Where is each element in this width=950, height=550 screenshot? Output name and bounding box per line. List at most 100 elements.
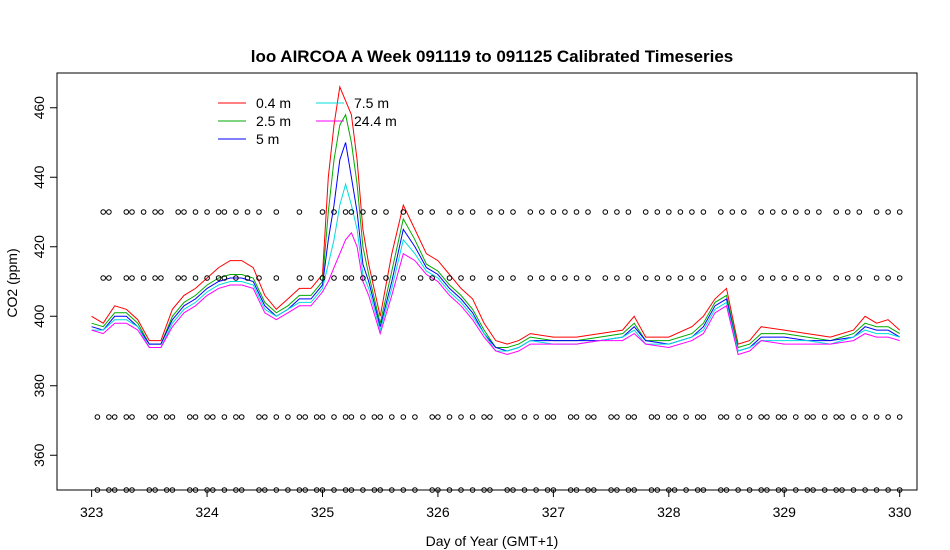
marker-point — [152, 414, 158, 420]
marker-point — [233, 414, 239, 420]
marker-point — [158, 209, 164, 215]
marker-point — [862, 414, 868, 420]
marker-point — [429, 209, 436, 215]
marker-point — [129, 414, 135, 420]
marker-point — [544, 414, 551, 420]
x-tick-label: 330 — [888, 504, 912, 520]
marker-point — [521, 414, 528, 420]
marker-point — [625, 209, 632, 215]
marker-point — [342, 275, 349, 281]
marker-point — [718, 414, 724, 420]
marker-point — [238, 414, 245, 420]
marker-point — [804, 414, 811, 420]
series-layer — [91, 85, 901, 356]
x-tick-label: 327 — [542, 504, 566, 520]
marker-point — [723, 414, 730, 420]
marker-point — [417, 275, 424, 281]
marker-point — [700, 209, 707, 215]
marker-point — [567, 414, 574, 420]
marker-point — [856, 209, 863, 215]
x-tick-label: 323 — [80, 504, 104, 520]
marker-point — [729, 275, 736, 281]
marker-point — [527, 275, 534, 281]
y-tick-label: 400 — [31, 304, 47, 328]
marker-point — [896, 414, 903, 420]
marker-point — [700, 275, 707, 281]
marker-point — [106, 414, 112, 420]
marker-point — [481, 414, 487, 420]
marker-point — [487, 209, 493, 215]
marker-point — [360, 414, 366, 420]
marker-point — [614, 275, 620, 281]
x-axis: 323 324 325 326 327 328 329 330 — [80, 489, 912, 520]
x-tick-label: 329 — [773, 504, 797, 520]
marker-point — [614, 209, 620, 215]
marker-point — [458, 414, 464, 420]
marker-point — [256, 275, 262, 281]
marker-point — [204, 275, 210, 281]
marker-point — [758, 275, 765, 281]
marker-point — [735, 414, 741, 420]
marker-point — [689, 209, 695, 215]
marker-point — [187, 414, 193, 420]
marker-point — [781, 275, 788, 281]
y-tick-label: 380 — [31, 374, 47, 398]
marker-point — [273, 209, 280, 215]
marker-point — [446, 209, 453, 215]
marker-point — [677, 275, 684, 281]
marker-point — [781, 209, 788, 215]
marker-point — [446, 414, 453, 420]
marker-point — [769, 275, 776, 281]
legend-label: 5 m — [256, 131, 279, 147]
marker-point — [233, 275, 239, 281]
y-tick-label: 420 — [31, 235, 47, 259]
marker-point — [342, 414, 349, 420]
marker-point — [273, 414, 280, 420]
marker-point — [192, 209, 199, 215]
marker-point — [313, 414, 320, 420]
x-axis-label: Day of Year (GMT+1) — [426, 533, 559, 549]
marker-point — [741, 209, 747, 215]
marker-point — [111, 414, 118, 420]
marker-point — [625, 414, 632, 420]
marker-point — [273, 275, 280, 281]
marker-point — [793, 275, 799, 281]
marker-point — [458, 209, 464, 215]
marker-point — [140, 275, 147, 281]
marker-point — [793, 414, 799, 420]
marker-point — [694, 414, 701, 420]
marker-point — [677, 209, 684, 215]
marker-point — [504, 414, 511, 420]
marker-point — [666, 275, 672, 281]
marker-point — [550, 414, 557, 420]
marker-point — [106, 275, 112, 281]
marker-point — [498, 275, 505, 281]
marker-point — [383, 275, 389, 281]
marker-point — [654, 209, 661, 215]
marker-point — [533, 414, 539, 420]
marker-point — [371, 275, 378, 281]
marker-point — [729, 209, 736, 215]
marker-point — [764, 414, 770, 420]
marker-point — [562, 275, 568, 281]
marker-point — [400, 275, 407, 281]
marker-point — [469, 209, 476, 215]
marker-point — [758, 209, 765, 215]
marker-point — [700, 414, 707, 420]
x-tick-label: 324 — [195, 504, 219, 520]
marker-point — [377, 414, 384, 420]
y-axis: 360 380 400 420 440 460 — [31, 96, 58, 467]
marker-point — [746, 414, 753, 420]
x-tick-label: 325 — [311, 504, 335, 520]
marker-point — [642, 209, 649, 215]
marker-point — [204, 414, 210, 420]
marker-point — [804, 275, 811, 281]
marker-point — [123, 414, 130, 420]
marker-point — [602, 275, 609, 281]
marker-point — [371, 414, 378, 420]
legend-label: 2.5 m — [256, 113, 291, 129]
marker-point — [169, 414, 176, 420]
marker-point — [683, 414, 689, 420]
marker-point — [175, 209, 181, 215]
